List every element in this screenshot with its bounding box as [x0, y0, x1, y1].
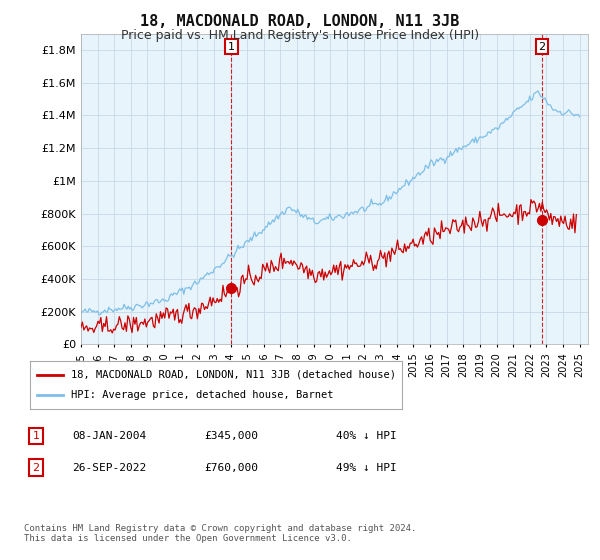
Text: 40% ↓ HPI: 40% ↓ HPI	[336, 431, 397, 441]
Text: Price paid vs. HM Land Registry's House Price Index (HPI): Price paid vs. HM Land Registry's House …	[121, 29, 479, 42]
Text: 08-JAN-2004: 08-JAN-2004	[72, 431, 146, 441]
Text: 18, MACDONALD ROAD, LONDON, N11 3JB (detached house): 18, MACDONALD ROAD, LONDON, N11 3JB (det…	[71, 370, 396, 380]
Text: £345,000: £345,000	[204, 431, 258, 441]
Text: Contains HM Land Registry data © Crown copyright and database right 2024.
This d: Contains HM Land Registry data © Crown c…	[24, 524, 416, 543]
Text: 1: 1	[32, 431, 40, 441]
Text: 1: 1	[228, 41, 235, 52]
Text: HPI: Average price, detached house, Barnet: HPI: Average price, detached house, Barn…	[71, 390, 334, 400]
Text: 26-SEP-2022: 26-SEP-2022	[72, 463, 146, 473]
Text: 49% ↓ HPI: 49% ↓ HPI	[336, 463, 397, 473]
Text: 18, MACDONALD ROAD, LONDON, N11 3JB: 18, MACDONALD ROAD, LONDON, N11 3JB	[140, 14, 460, 29]
Text: £760,000: £760,000	[204, 463, 258, 473]
Text: 2: 2	[538, 41, 545, 52]
Text: 2: 2	[32, 463, 40, 473]
